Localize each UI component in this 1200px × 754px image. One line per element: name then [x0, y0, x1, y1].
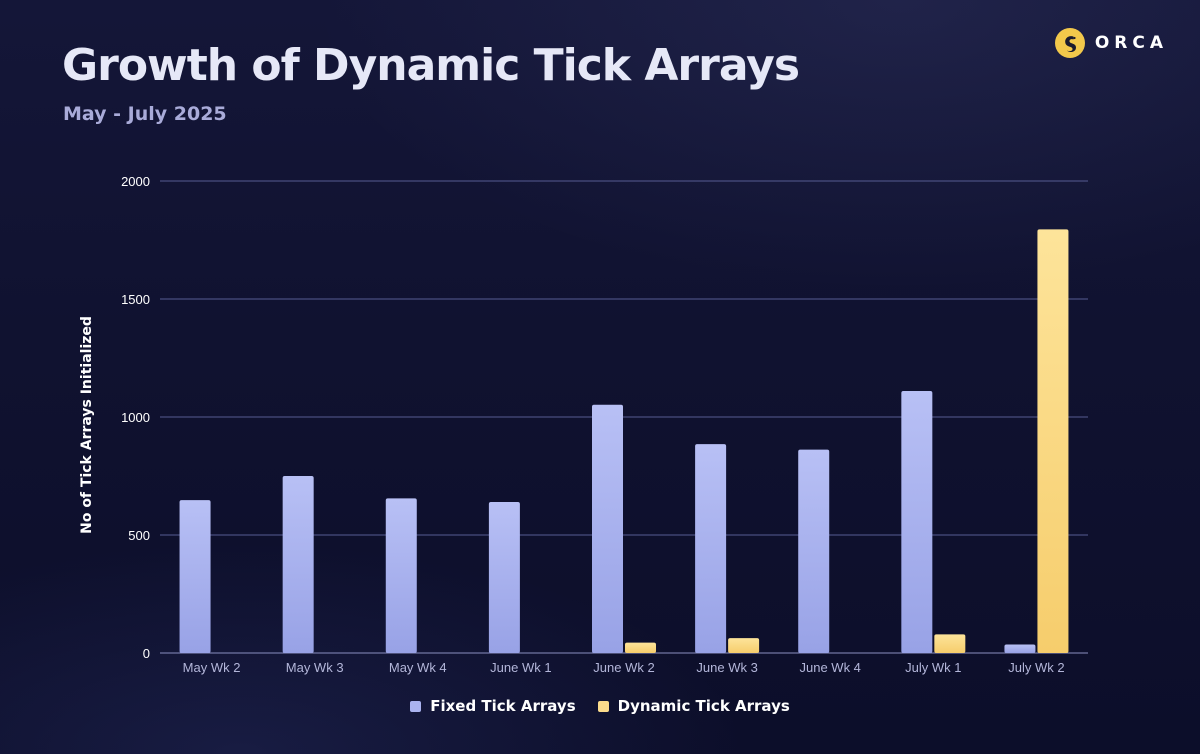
y-tick-label: 500 [128, 528, 150, 543]
x-tick-label: May Wk 3 [286, 660, 344, 675]
y-tick-label: 1500 [121, 292, 150, 307]
legend-swatch-dynamic [597, 700, 609, 712]
x-tick-label: July Wk 2 [1008, 660, 1064, 675]
bar-fixed [179, 500, 211, 653]
legend-item-dynamic: Dynamic Tick Arrays [597, 697, 790, 715]
grid-layer [160, 180, 1088, 654]
bar-fixed [385, 498, 417, 653]
bar-fixed [282, 476, 314, 653]
y-tick-label: 0 [143, 646, 150, 661]
chart-subtitle: May - July 2025 [63, 103, 227, 125]
bar-dynamic [1037, 229, 1069, 653]
x-tick-label: June Wk 3 [696, 660, 757, 675]
bar-dynamic [728, 638, 760, 653]
x-tick-label: June Wk 1 [490, 660, 551, 675]
bar-fixed [798, 449, 830, 653]
chart-title: Growth of Dynamic Tick Arrays [62, 40, 800, 91]
label-layer: 0 500 1000 1500 2000 May Wk 2 May Wk 3 May Wk 4… [121, 174, 1065, 675]
legend-item-fixed: Fixed Tick Arrays [410, 697, 576, 715]
legend-label-fixed: Fixed Tick Arrays [430, 697, 576, 715]
y-tick-label: 1000 [121, 410, 150, 425]
orca-logo-icon [1054, 28, 1085, 58]
bar-dynamic [625, 642, 656, 653]
y-tick-label: 2000 [121, 174, 150, 189]
x-tick-label: July Wk 1 [905, 660, 961, 675]
x-tick-label: June Wk 4 [800, 660, 861, 675]
bar-layer [179, 229, 1069, 653]
chart-legend: Fixed Tick Arrays Dynamic Tick Arrays [0, 697, 1200, 715]
bar-fixed [592, 404, 623, 653]
orca-logo-text: ORCA [1094, 33, 1168, 53]
bar-fixed [488, 501, 520, 653]
bar-fixed [695, 444, 727, 653]
x-tick-label: May Wk 4 [389, 660, 447, 675]
orca-logo: ORCA [1054, 28, 1168, 58]
x-tick-label: June Wk 2 [593, 660, 654, 675]
legend-label-dynamic: Dynamic Tick Arrays [617, 697, 790, 715]
bar-fixed [901, 391, 933, 653]
y-axis-label: No of Tick Arrays Initialized [79, 316, 95, 534]
legend-swatch-fixed [410, 700, 422, 712]
bar-fixed [1004, 644, 1036, 653]
x-tick-label: May Wk 2 [183, 660, 241, 675]
bar-dynamic [934, 634, 966, 653]
